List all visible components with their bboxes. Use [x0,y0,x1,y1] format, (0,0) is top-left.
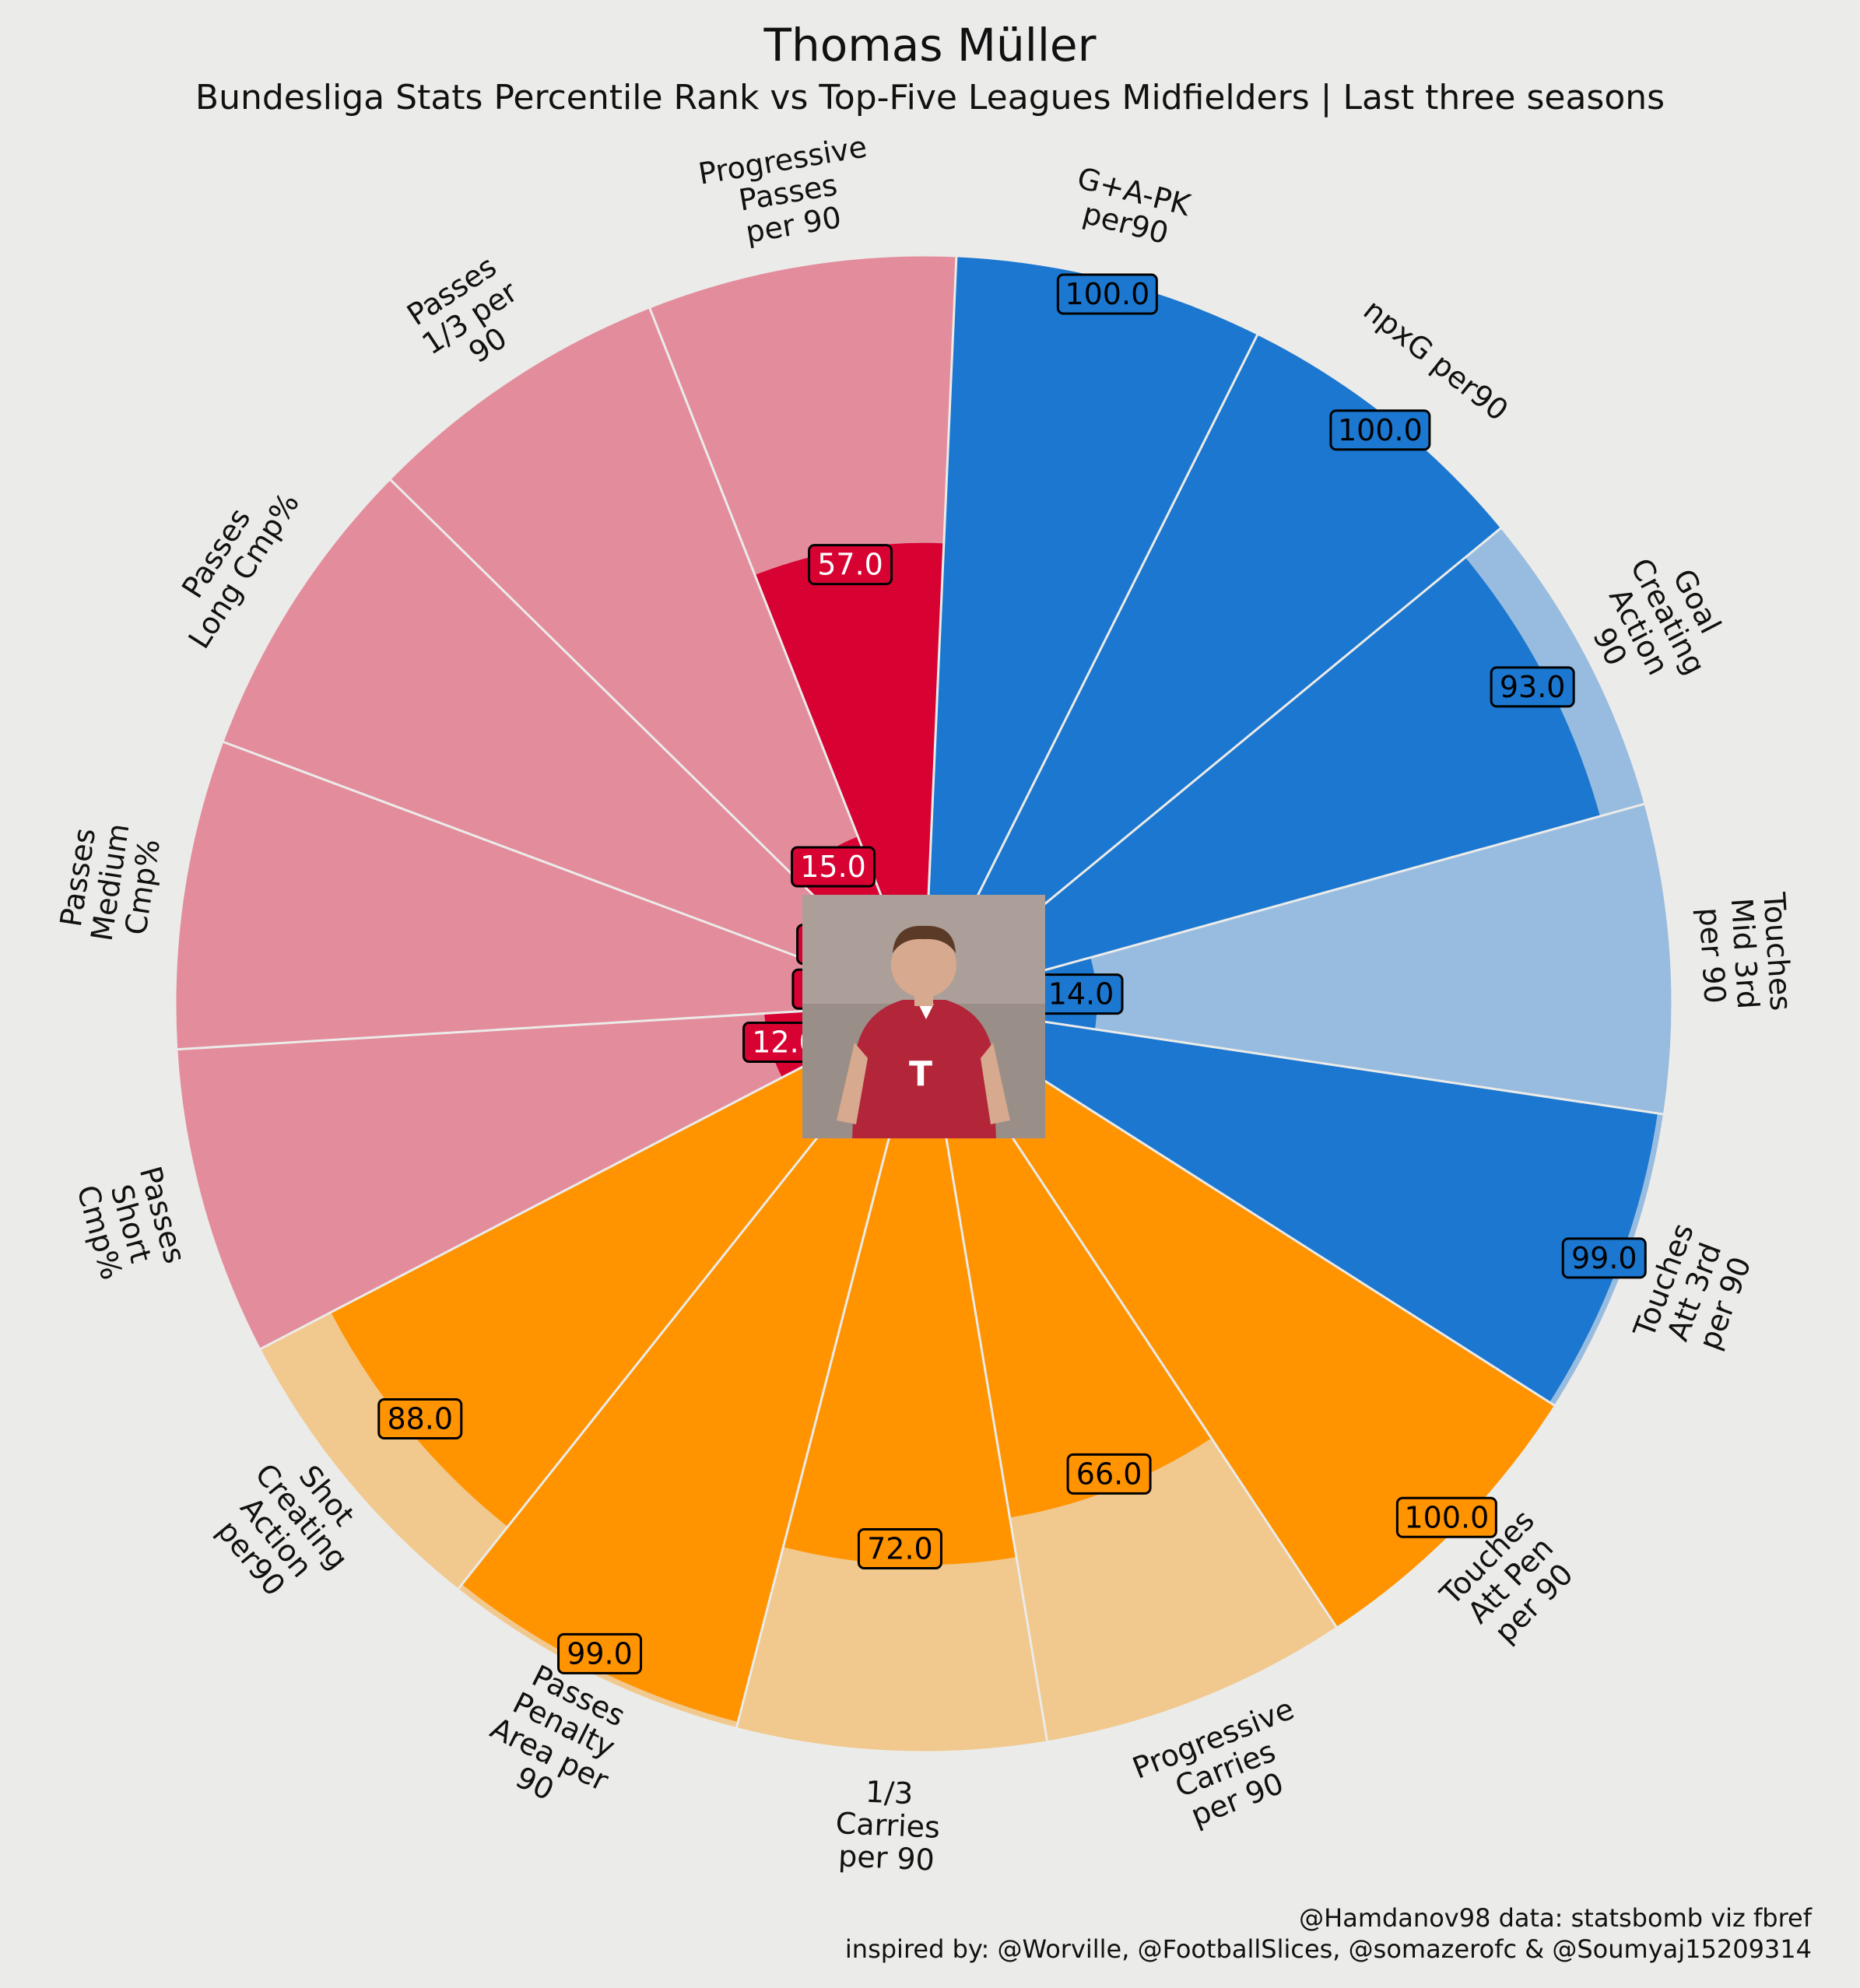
value-box [857,1528,942,1570]
param-label-touches-att-pen-per-90: TouchesAtt Penper 90 [1433,1503,1588,1658]
value-box [1561,1237,1647,1279]
value-box [1066,1453,1152,1495]
value-label-touches-att-3rd-per-90: 99.0 [1561,1237,1647,1279]
slice-boundary [176,1007,845,1051]
value-box [557,1632,643,1674]
slice-boundary [388,478,869,949]
chart-title: Thomas Müller [763,19,1097,72]
slice-boundary [990,1045,1556,1408]
value-text: 99.0 [1571,1241,1637,1275]
param-label-g-a-pk-per90: G+A-PKper90 [1065,160,1195,254]
value-text: 57.0 [817,548,883,582]
slice-boundary [259,1039,855,1351]
slice-boundary [456,1064,876,1590]
slice-boundary [648,307,897,931]
slice-value-npxg-per90 [959,334,1502,954]
param-label-1-3-carries-per-90: 1/3Carriesper 90 [833,1773,942,1878]
slice-boundary [735,1080,905,1729]
value-text: 14.0 [1048,977,1114,1012]
value-label-g-a-pk-per90: 100.0 [1056,273,1158,315]
slice-background-touches-mid-3rd-per-90 [1000,803,1672,1115]
value-label-shot-creating-action-per90: 88.0 [377,1398,463,1440]
value-text: 99.0 [567,1636,633,1671]
slice-background-passes-long-cmp [222,479,868,976]
slice-background-passes-1-3-per-90 [389,307,895,948]
value-box [808,544,893,586]
value-box [1490,666,1575,708]
value-text: 66.0 [1076,1457,1142,1491]
value-text: 93.0 [1500,670,1566,704]
value-text: 72.0 [867,1532,933,1566]
slice-boundary [935,1082,1049,1743]
slice-value-touches-att-pen-per-90 [967,1046,1556,1629]
slice-value-shot-creating-action-per90 [331,1040,875,1527]
value-box [377,1398,463,1440]
footer-inspired: inspired by: @Worville, @FootballSlices,… [845,1934,1812,1964]
svg-text:T: T [909,1054,932,1094]
slice-boundary [925,255,958,925]
slice-boundary [984,526,1503,955]
param-label-touches-mid-3rd-per-90: TouchesMid 3rdper 90 [1691,891,1798,1016]
value-text: 15.0 [800,850,866,884]
slice-value-touches-att-3rd-per-90 [991,1015,1658,1403]
slice-boundary [958,333,1259,934]
slice-value-g-a-pk-per90 [927,255,1258,933]
slice-value-progressive-carries-per-90 [936,1070,1212,1518]
value-label-goal-creating-action-90: 93.0 [1490,666,1575,708]
value-box [1395,1496,1497,1538]
slice-value-1-3-carries-per-90 [783,1080,1017,1566]
value-label-progressive-passes-per-90: 57.0 [808,544,893,586]
value-label-1-3-carries-per-90: 72.0 [857,1528,942,1570]
footer-credit: @Hamdanov98 data: statsbomb viz fbref [1299,1903,1813,1933]
value-label-progressive-carries-per-90: 66.0 [1066,1453,1152,1495]
slice-value-passes-penalty-area-per-90 [461,1065,904,1723]
value-box [1056,273,1158,315]
slice-boundary [1002,1014,1665,1116]
slice-value-goal-creating-action-90 [984,557,1601,983]
value-text: 100.0 [1338,413,1423,447]
value-label-touches-mid-3rd-per-90: 14.0 [1038,973,1124,1015]
value-text: 100.0 [1404,1500,1489,1534]
slice-boundary [967,1069,1339,1629]
value-box [1329,409,1431,451]
value-text: 100.0 [1065,277,1149,311]
slice-background-passes-medium-cmp [175,742,850,1050]
slice-background-passes-short-cmp [176,1008,854,1350]
value-text: 88.0 [387,1402,453,1436]
player-photo: T [802,895,1045,1138]
value-label-passes-1-3-per-90: 15.0 [791,846,876,888]
slice-value-progressive-passes-per-90 [754,542,944,931]
slice-boundary [222,740,850,977]
slice-boundary [999,802,1646,984]
outer-ring [174,254,1674,1754]
chart-subtitle: Bundesliga Stats Percentile Rank vs Top-… [195,78,1665,117]
value-label-npxg-per90: 100.0 [1329,409,1431,451]
slice-layer [175,254,1672,1752]
value-label-touches-att-pen-per-90: 100.0 [1395,1496,1497,1538]
slice-boundary-layer [174,254,1674,1754]
value-box [791,846,876,888]
value-label-passes-penalty-area-per-90: 99.0 [557,1632,643,1674]
